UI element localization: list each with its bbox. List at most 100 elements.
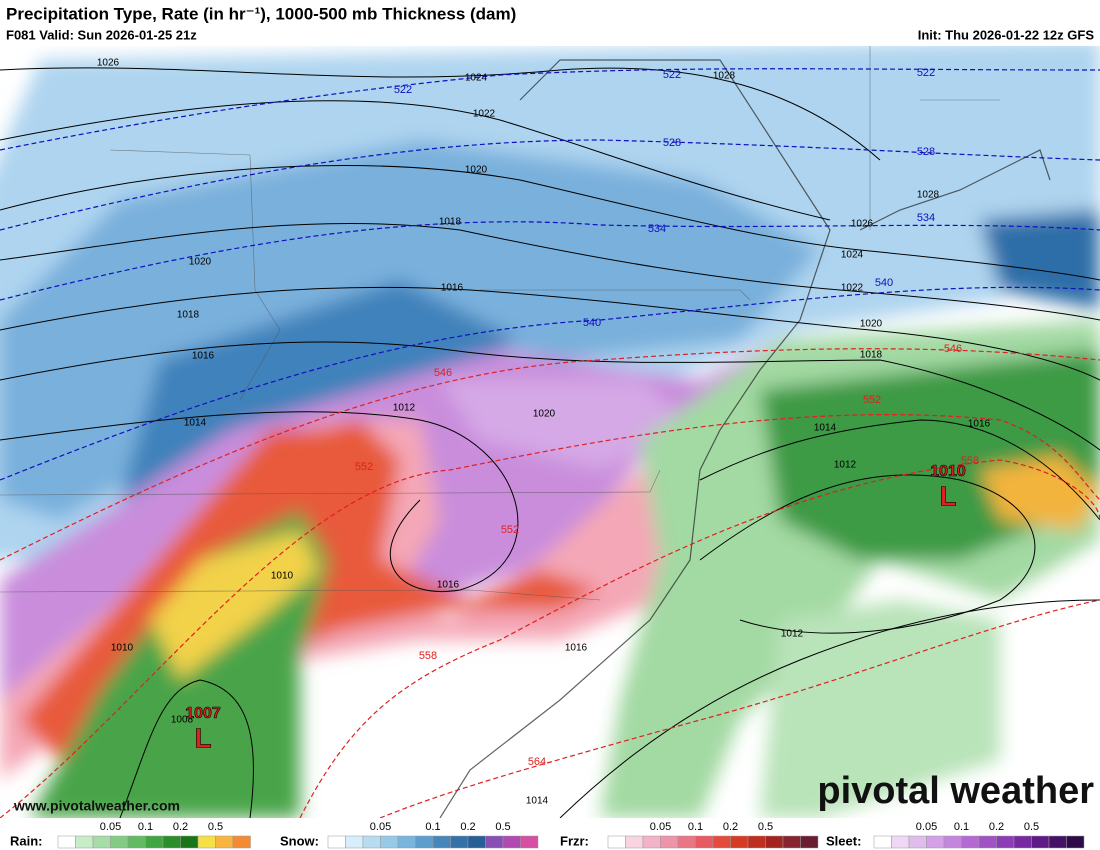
- isobar-label: 1024: [465, 73, 488, 84]
- legend-swatch: [397, 835, 416, 849]
- thickness-label: 522: [394, 84, 412, 96]
- thickness-line: [0, 139, 1100, 231]
- header: Precipitation Type, Rate (in hr⁻¹), 1000…: [6, 4, 1094, 42]
- legend-tick: 0.2: [989, 821, 1004, 833]
- legend-swatch: [380, 835, 399, 849]
- state-line: [869, 46, 1000, 230]
- legend-tick: 0.2: [460, 821, 475, 833]
- legend-swatch: [800, 835, 819, 849]
- legend-swatch: [345, 835, 364, 849]
- isobar: [0, 165, 1100, 281]
- legend-swatch: [782, 835, 801, 849]
- legend-swatch: [660, 835, 679, 849]
- legend-swatch: [695, 835, 714, 849]
- isobar: [699, 474, 1036, 634]
- legend-swatch: [485, 835, 504, 849]
- legend-tick: 0.5: [758, 821, 773, 833]
- website: www.pivotalweather.com: [13, 798, 180, 814]
- legend-swatch: [1048, 835, 1067, 849]
- thickness-lines: [0, 68, 1100, 818]
- isobar-label: 1008: [171, 715, 194, 726]
- isobar-label: 1024: [841, 250, 864, 261]
- isobar: [0, 286, 1100, 381]
- thickness-label: 522: [663, 69, 681, 81]
- map-labels: 1026 1024 1022 1020 1018 1020 1018 1016 1016 1014…: [97, 58, 991, 807]
- thickness-label: 540: [583, 317, 601, 329]
- legend-swatch: [92, 835, 111, 849]
- legend-swatch: [1031, 835, 1050, 849]
- isobar-label: 1020: [533, 409, 556, 420]
- legend-swatch: [943, 835, 962, 849]
- precip-fields: [0, 46, 1100, 818]
- legend-swatch: [765, 835, 784, 849]
- legend-name: Frzr:: [560, 833, 589, 848]
- legend-tick: 0.1: [138, 821, 153, 833]
- legend-swatch: [926, 835, 945, 849]
- thickness-line: [0, 414, 1100, 818]
- legend-swatch: [110, 835, 129, 849]
- low-symbol: L: [194, 722, 211, 753]
- legend-swatch: [450, 835, 469, 849]
- isobar: [0, 341, 1100, 451]
- thickness-line: [0, 68, 1100, 151]
- legend-swatch: [57, 835, 76, 849]
- legend-swatch: [607, 835, 626, 849]
- snow-heavy-east: [980, 210, 1100, 310]
- legend-tick: 0.1: [425, 821, 440, 833]
- legend-swatch: [327, 835, 346, 849]
- legend-name: Snow:: [280, 833, 319, 848]
- legend-swatch: [162, 835, 181, 849]
- isobars: [0, 67, 1100, 818]
- rain-heavy-east: [980, 455, 1100, 530]
- isobar: [0, 67, 881, 161]
- thickness-label: 552: [355, 461, 373, 473]
- legend-tick: 0.2: [173, 821, 188, 833]
- isobar-label: 1018: [439, 217, 462, 228]
- thickness-line: [0, 221, 1100, 301]
- isobar: [119, 679, 254, 818]
- isobar-label: 1016: [437, 580, 460, 591]
- thickness-label: 558: [961, 455, 979, 467]
- legend-swatch: [127, 835, 146, 849]
- init-time: Init: Thu 2026-01-22 12z GFS: [918, 27, 1095, 42]
- isobar-label: 1014: [526, 796, 549, 807]
- legend-swatch: [1066, 835, 1085, 849]
- legend-tick: 0.5: [1024, 821, 1039, 833]
- brand: pivotal weather: [817, 770, 1094, 812]
- legend-swatch: [362, 835, 381, 849]
- thickness-label: 558: [419, 650, 437, 662]
- isobar-label: 1028: [917, 190, 940, 201]
- map-area: 1026 1024 1022 1020 1018 1020 1018 1016 1016 1014…: [0, 46, 1100, 818]
- thickness-line: [0, 286, 1100, 481]
- state-line: [109, 149, 281, 401]
- legend-name: Rain:: [10, 833, 43, 848]
- isobar-label: 1012: [834, 460, 857, 471]
- coastline: [859, 149, 1051, 231]
- isobar-label: 1020: [465, 165, 488, 176]
- legend-swatch: [415, 835, 434, 849]
- isobar-label: 1022: [473, 109, 496, 120]
- isobar-label: 1026: [97, 58, 120, 69]
- isobar-label: 1012: [781, 629, 804, 640]
- thickness-line: [0, 348, 1100, 561]
- isobar-label: 1016: [441, 283, 464, 294]
- isobar-label: 1018: [177, 310, 200, 321]
- isobar-label: 1020: [189, 257, 212, 268]
- isobar-label: 1018: [860, 350, 883, 361]
- legend-swatch: [520, 835, 539, 849]
- legend-swatch: [642, 835, 661, 849]
- title: Precipitation Type, Rate (in hr⁻¹), 1000…: [6, 4, 516, 23]
- thickness-label: 528: [663, 137, 681, 149]
- legend-tick: 0.05: [916, 821, 937, 833]
- isobar-label: 1012: [393, 403, 416, 414]
- thickness-label: 546: [434, 367, 452, 379]
- legend-tick: 0.5: [495, 821, 510, 833]
- isobar: [559, 599, 1100, 818]
- thickness-label: 552: [501, 524, 519, 536]
- thickness-label: 564: [528, 756, 546, 768]
- isobar: [699, 419, 1100, 521]
- sleet-light: [440, 380, 700, 470]
- valid-time: F081 Valid: Sun 2026-01-25 21z: [6, 27, 197, 42]
